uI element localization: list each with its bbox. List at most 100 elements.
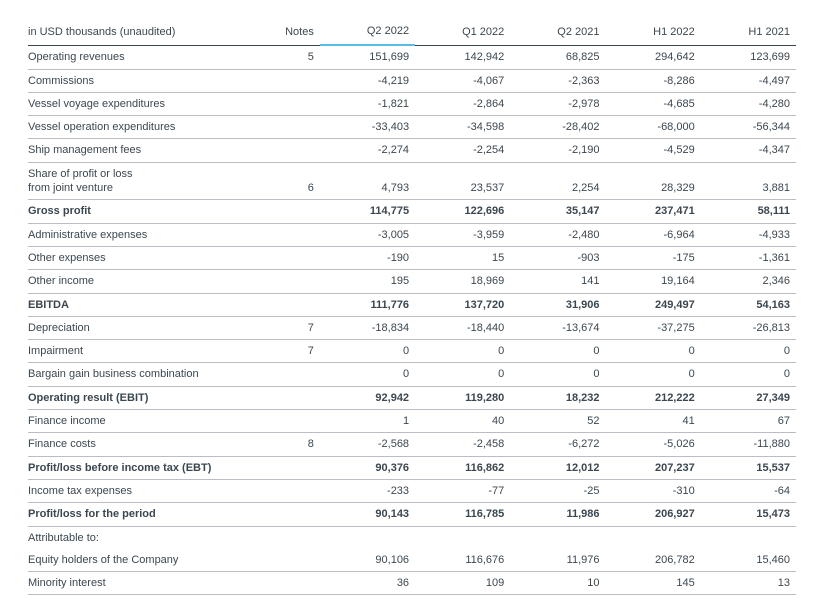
- table-row: Operating result (EBIT)92,942119,28018,2…: [28, 386, 796, 409]
- row-value: 15,473: [701, 503, 796, 526]
- row-value: 116,785: [415, 503, 510, 526]
- row-value: 68,825: [510, 45, 605, 69]
- row-value: [320, 526, 415, 549]
- table-row: Commissions-4,219-4,067-2,363-8,286-4,49…: [28, 69, 796, 92]
- table-row: Finance costs8-2,568-2,458-6,272-5,026-1…: [28, 433, 796, 456]
- row-label: Other income: [28, 270, 251, 293]
- row-value: 3,881: [701, 162, 796, 200]
- row-value: 111,776: [320, 293, 415, 316]
- row-value: 15: [415, 246, 510, 269]
- row-value: -5,026: [606, 433, 701, 456]
- row-value: 237,471: [606, 200, 701, 223]
- row-value: -2,978: [510, 92, 605, 115]
- row-note: 8: [251, 433, 320, 456]
- row-label: Operating revenues: [28, 45, 251, 69]
- row-note: 7: [251, 316, 320, 339]
- row-value: -6,964: [606, 223, 701, 246]
- row-label: Vessel voyage expenditures: [28, 92, 251, 115]
- row-value: -4,280: [701, 92, 796, 115]
- table-row: Administrative expenses-3,005-3,959-2,48…: [28, 223, 796, 246]
- row-value: 35,147: [510, 200, 605, 223]
- row-value: -4,933: [701, 223, 796, 246]
- row-value: -4,067: [415, 69, 510, 92]
- row-value: 151,699: [320, 45, 415, 69]
- table-row: Bargain gain business combination00000: [28, 363, 796, 386]
- row-value: 114,775: [320, 200, 415, 223]
- row-value: -37,275: [606, 316, 701, 339]
- row-value: 11,976: [510, 549, 605, 572]
- row-label: EBITDA: [28, 293, 251, 316]
- row-value: 145: [606, 572, 701, 595]
- table-row: Gross profit114,775122,69635,147237,4715…: [28, 200, 796, 223]
- row-value: -25: [510, 479, 605, 502]
- row-value: -4,219: [320, 69, 415, 92]
- row-note: [251, 410, 320, 433]
- header-period-1: Q1 2022: [415, 20, 510, 45]
- row-value: -2,190: [510, 139, 605, 162]
- row-note: [251, 503, 320, 526]
- table-row: Income tax expenses-233-77-25-310-64: [28, 479, 796, 502]
- table-row: Minority interest361091014513: [28, 572, 796, 595]
- row-value: 0: [606, 340, 701, 363]
- row-value: -34,598: [415, 116, 510, 139]
- table-row: Profit/loss for the period90,143116,7851…: [28, 503, 796, 526]
- row-note: [251, 139, 320, 162]
- row-value: 206,927: [606, 503, 701, 526]
- row-value: 141: [510, 270, 605, 293]
- row-value: [606, 526, 701, 549]
- header-period-2: Q2 2021: [510, 20, 605, 45]
- row-note: [251, 69, 320, 92]
- row-value: 212,222: [606, 386, 701, 409]
- row-value: 67: [701, 410, 796, 433]
- row-value: -233: [320, 479, 415, 502]
- row-value: 0: [701, 363, 796, 386]
- row-value: -26,813: [701, 316, 796, 339]
- row-note: [251, 223, 320, 246]
- row-value: -6,272: [510, 433, 605, 456]
- row-note: [251, 293, 320, 316]
- row-note: [251, 479, 320, 502]
- row-value: -175: [606, 246, 701, 269]
- row-value: -77: [415, 479, 510, 502]
- row-value: 122,696: [415, 200, 510, 223]
- row-value: 0: [320, 363, 415, 386]
- row-value: -2,254: [415, 139, 510, 162]
- row-note: [251, 526, 320, 549]
- row-label: Income tax expenses: [28, 479, 251, 502]
- row-value: 90,106: [320, 549, 415, 572]
- header-period-0: Q2 2022: [320, 20, 415, 45]
- row-note: [251, 200, 320, 223]
- row-value: 90,376: [320, 456, 415, 479]
- row-label: Finance costs: [28, 433, 251, 456]
- row-value: -2,363: [510, 69, 605, 92]
- row-value: 116,862: [415, 456, 510, 479]
- row-value: 116,676: [415, 549, 510, 572]
- row-value: 0: [701, 340, 796, 363]
- row-value: -33,403: [320, 116, 415, 139]
- row-label: Operating result (EBIT): [28, 386, 251, 409]
- table-row: Profit/loss before income tax (EBT) 90,37…: [28, 456, 796, 479]
- row-value: 0: [320, 340, 415, 363]
- row-value: 195: [320, 270, 415, 293]
- row-label: Vessel operation expenditures: [28, 116, 251, 139]
- row-note: [251, 363, 320, 386]
- row-label: Commissions: [28, 69, 251, 92]
- row-value: 15,460: [701, 549, 796, 572]
- row-value: -2,274: [320, 139, 415, 162]
- row-value: 109: [415, 572, 510, 595]
- row-value: 36: [320, 572, 415, 595]
- row-note: [251, 386, 320, 409]
- table-row: Share of profit or loss from joint ventu…: [28, 162, 796, 200]
- row-value: 54,163: [701, 293, 796, 316]
- row-label: Profit/loss before income tax (EBT): [28, 456, 251, 479]
- row-label: Minority interest: [28, 572, 251, 595]
- row-label: Administrative expenses: [28, 223, 251, 246]
- row-label: Profit/loss for the period: [28, 503, 251, 526]
- table-row: Finance income140524167: [28, 410, 796, 433]
- row-label: Bargain gain business combination: [28, 363, 251, 386]
- row-value: -64: [701, 479, 796, 502]
- row-label: Share of profit or loss from joint ventu…: [28, 162, 251, 200]
- row-value: -4,529: [606, 139, 701, 162]
- header-period-4: H1 2021: [701, 20, 796, 45]
- table-header-row: in USD thousands (unaudited) Notes Q2 20…: [28, 20, 796, 45]
